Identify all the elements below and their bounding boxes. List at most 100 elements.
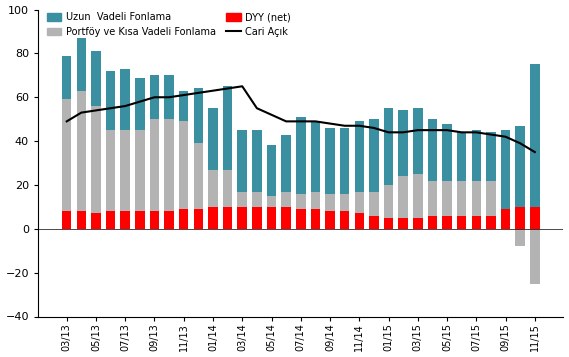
Bar — [121, 130, 130, 211]
Bar — [442, 181, 452, 216]
Bar — [516, 207, 525, 229]
Bar — [193, 209, 203, 229]
Bar — [311, 121, 320, 191]
Bar — [325, 211, 335, 229]
Bar — [91, 106, 101, 213]
Bar — [501, 209, 510, 229]
Bar — [62, 211, 72, 229]
Bar — [428, 216, 437, 229]
Cari Açık — [502, 135, 509, 139]
Cari Açık — [517, 141, 523, 145]
Bar — [311, 191, 320, 209]
Cari Açık — [429, 128, 436, 132]
Bar — [413, 108, 423, 174]
Cari Açık — [268, 113, 275, 117]
Bar — [121, 211, 130, 229]
Bar — [150, 119, 159, 211]
Legend: Uzun  Vadeli Fonlama, Portföy ve Kısa Vadeli Fonlama, DYY (net), Cari Açık: Uzun Vadeli Fonlama, Portföy ve Kısa Vad… — [43, 8, 295, 41]
Bar — [237, 191, 247, 207]
Bar — [340, 128, 349, 194]
Bar — [252, 207, 262, 229]
Bar — [252, 130, 262, 191]
Bar — [486, 181, 496, 216]
Cari Açık — [180, 93, 187, 97]
Bar — [135, 77, 145, 130]
Cari Açık — [473, 130, 480, 135]
Bar — [62, 100, 72, 211]
Bar — [237, 207, 247, 229]
Cari Açık — [341, 124, 348, 128]
Bar — [208, 108, 218, 170]
Bar — [237, 130, 247, 191]
Bar — [296, 194, 306, 209]
Cari Açık — [458, 130, 465, 135]
Bar — [208, 170, 218, 207]
Cari Açık — [253, 106, 260, 110]
Cari Açık — [93, 108, 100, 112]
Cari Açık — [298, 119, 304, 124]
Cari Açık — [122, 104, 129, 108]
Bar — [428, 181, 437, 216]
Bar — [340, 211, 349, 229]
Bar — [442, 216, 452, 229]
Bar — [150, 75, 159, 119]
Bar — [530, 64, 539, 207]
Cari Açık — [400, 130, 407, 135]
Bar — [398, 218, 408, 229]
Bar — [208, 207, 218, 229]
Bar — [164, 75, 174, 119]
Bar — [282, 191, 291, 207]
Bar — [472, 181, 481, 216]
Bar — [179, 209, 188, 229]
Cari Açık — [209, 89, 216, 93]
Bar — [267, 196, 277, 207]
Bar — [179, 91, 188, 121]
Bar — [354, 213, 364, 229]
Cari Açık — [78, 110, 85, 115]
Cari Açık — [370, 126, 377, 130]
Bar — [369, 119, 378, 191]
Bar — [106, 71, 116, 130]
Bar — [62, 56, 72, 100]
Cari Açık — [151, 95, 158, 99]
Cari Açık — [224, 86, 231, 91]
Bar — [530, 207, 539, 229]
Bar — [296, 117, 306, 194]
Bar — [442, 124, 452, 181]
Line: Cari Açık: Cari Açık — [67, 86, 535, 152]
Bar — [325, 194, 335, 211]
Bar — [340, 194, 349, 211]
Cari Açık — [327, 121, 333, 126]
Bar — [369, 191, 378, 216]
Bar — [91, 213, 101, 229]
Cari Açık — [195, 91, 202, 95]
Bar — [282, 207, 291, 229]
Bar — [311, 209, 320, 229]
Bar — [472, 130, 481, 181]
Bar — [150, 211, 159, 229]
Bar — [398, 110, 408, 176]
Cari Açık — [385, 130, 392, 135]
Cari Açık — [356, 124, 362, 128]
Bar — [106, 130, 116, 211]
Bar — [369, 216, 378, 229]
Bar — [267, 207, 277, 229]
Bar — [164, 211, 174, 229]
Bar — [164, 119, 174, 211]
Cari Açık — [107, 106, 114, 110]
Bar — [325, 128, 335, 194]
Bar — [501, 130, 510, 209]
Bar — [223, 86, 232, 170]
Bar — [77, 91, 86, 211]
Bar — [354, 191, 364, 213]
Bar — [223, 170, 232, 207]
Bar — [267, 146, 277, 196]
Cari Açık — [283, 119, 290, 124]
Bar — [530, 229, 539, 283]
Bar — [193, 143, 203, 209]
Bar — [193, 89, 203, 143]
Bar — [252, 191, 262, 207]
Bar — [77, 38, 86, 91]
Cari Açık — [239, 84, 246, 89]
Bar — [413, 218, 423, 229]
